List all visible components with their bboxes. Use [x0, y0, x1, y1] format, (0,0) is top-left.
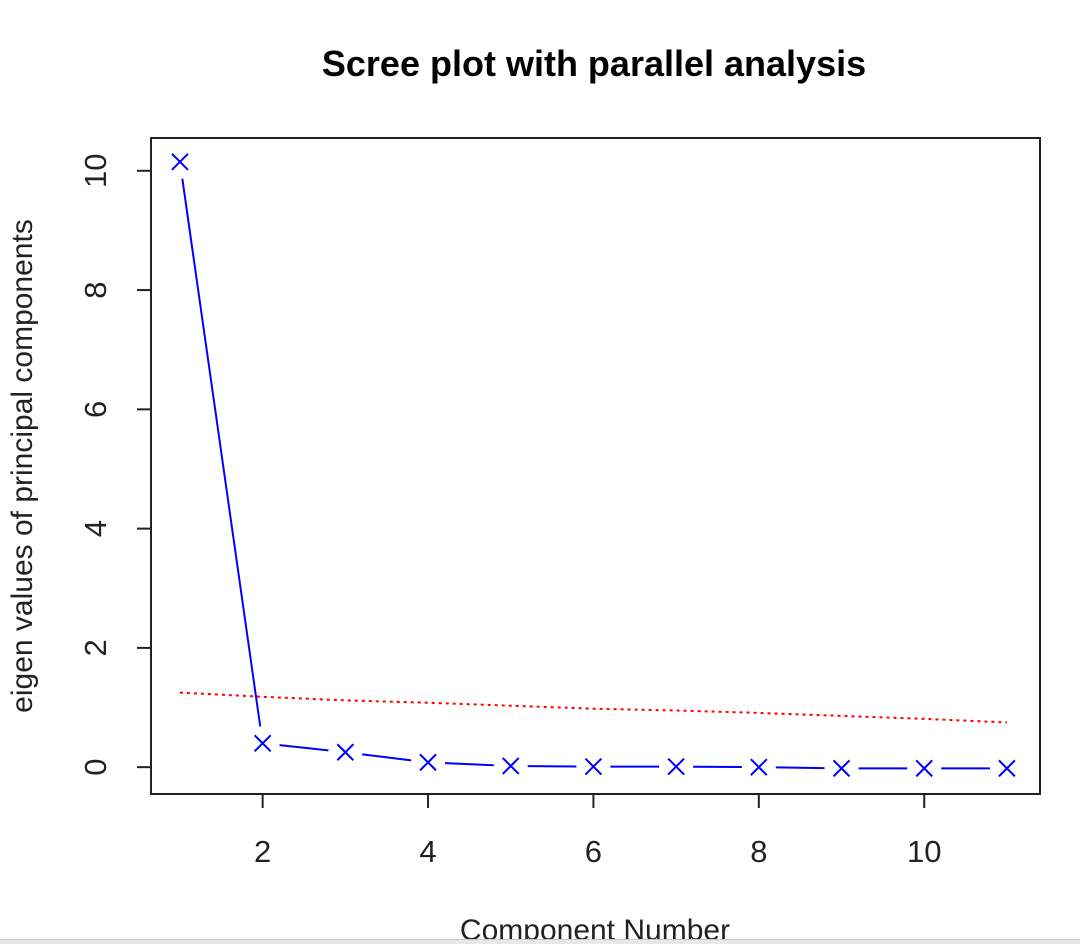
y-tick-label: 10 — [78, 154, 113, 188]
y-tick-label: 0 — [78, 759, 113, 776]
y-tick-label: 4 — [78, 520, 113, 537]
eigenvalue-point — [916, 760, 932, 776]
eigenvalue-line-segment — [362, 754, 411, 760]
eigenvalue-point — [503, 758, 519, 774]
y-axis-title: eigen values of principal components — [6, 219, 39, 713]
parallel-analysis-line — [180, 693, 1007, 723]
eigenvalue-point — [255, 735, 271, 751]
eigenvalue-line-segment — [776, 767, 825, 768]
chart-title: Scree plot with parallel analysis — [322, 43, 866, 84]
eigenvalue-line-segment — [445, 763, 494, 765]
eigenvalue-point — [337, 744, 353, 760]
x-tick-label: 6 — [585, 834, 602, 869]
eigenvalue-point — [668, 759, 684, 775]
y-tick-label: 8 — [78, 281, 113, 298]
eigenvalue-point — [420, 754, 436, 770]
y-tick-label: 6 — [78, 401, 113, 418]
eigenvalue-point — [172, 154, 188, 170]
series-layer — [172, 154, 1015, 777]
y-axis: 0 2 4 6 8 10 — [78, 154, 151, 776]
window-bottom-edge — [0, 939, 1080, 944]
eigenvalue-line-segment — [182, 179, 260, 727]
eigenvalue-point — [999, 760, 1015, 776]
plot-frame — [151, 138, 1040, 794]
x-axis: 2 4 6 8 10 — [254, 794, 941, 869]
x-tick-label: 8 — [750, 834, 767, 869]
x-tick-label: 4 — [419, 834, 436, 869]
eigenvalue-point — [834, 760, 850, 776]
x-tick-label: 2 — [254, 834, 271, 869]
eigenvalue-point — [585, 759, 601, 775]
eigenvalue-point — [751, 759, 767, 775]
x-tick-label: 10 — [907, 834, 941, 869]
eigenvalue-line-segment — [280, 745, 329, 750]
y-tick-label: 2 — [78, 639, 113, 656]
